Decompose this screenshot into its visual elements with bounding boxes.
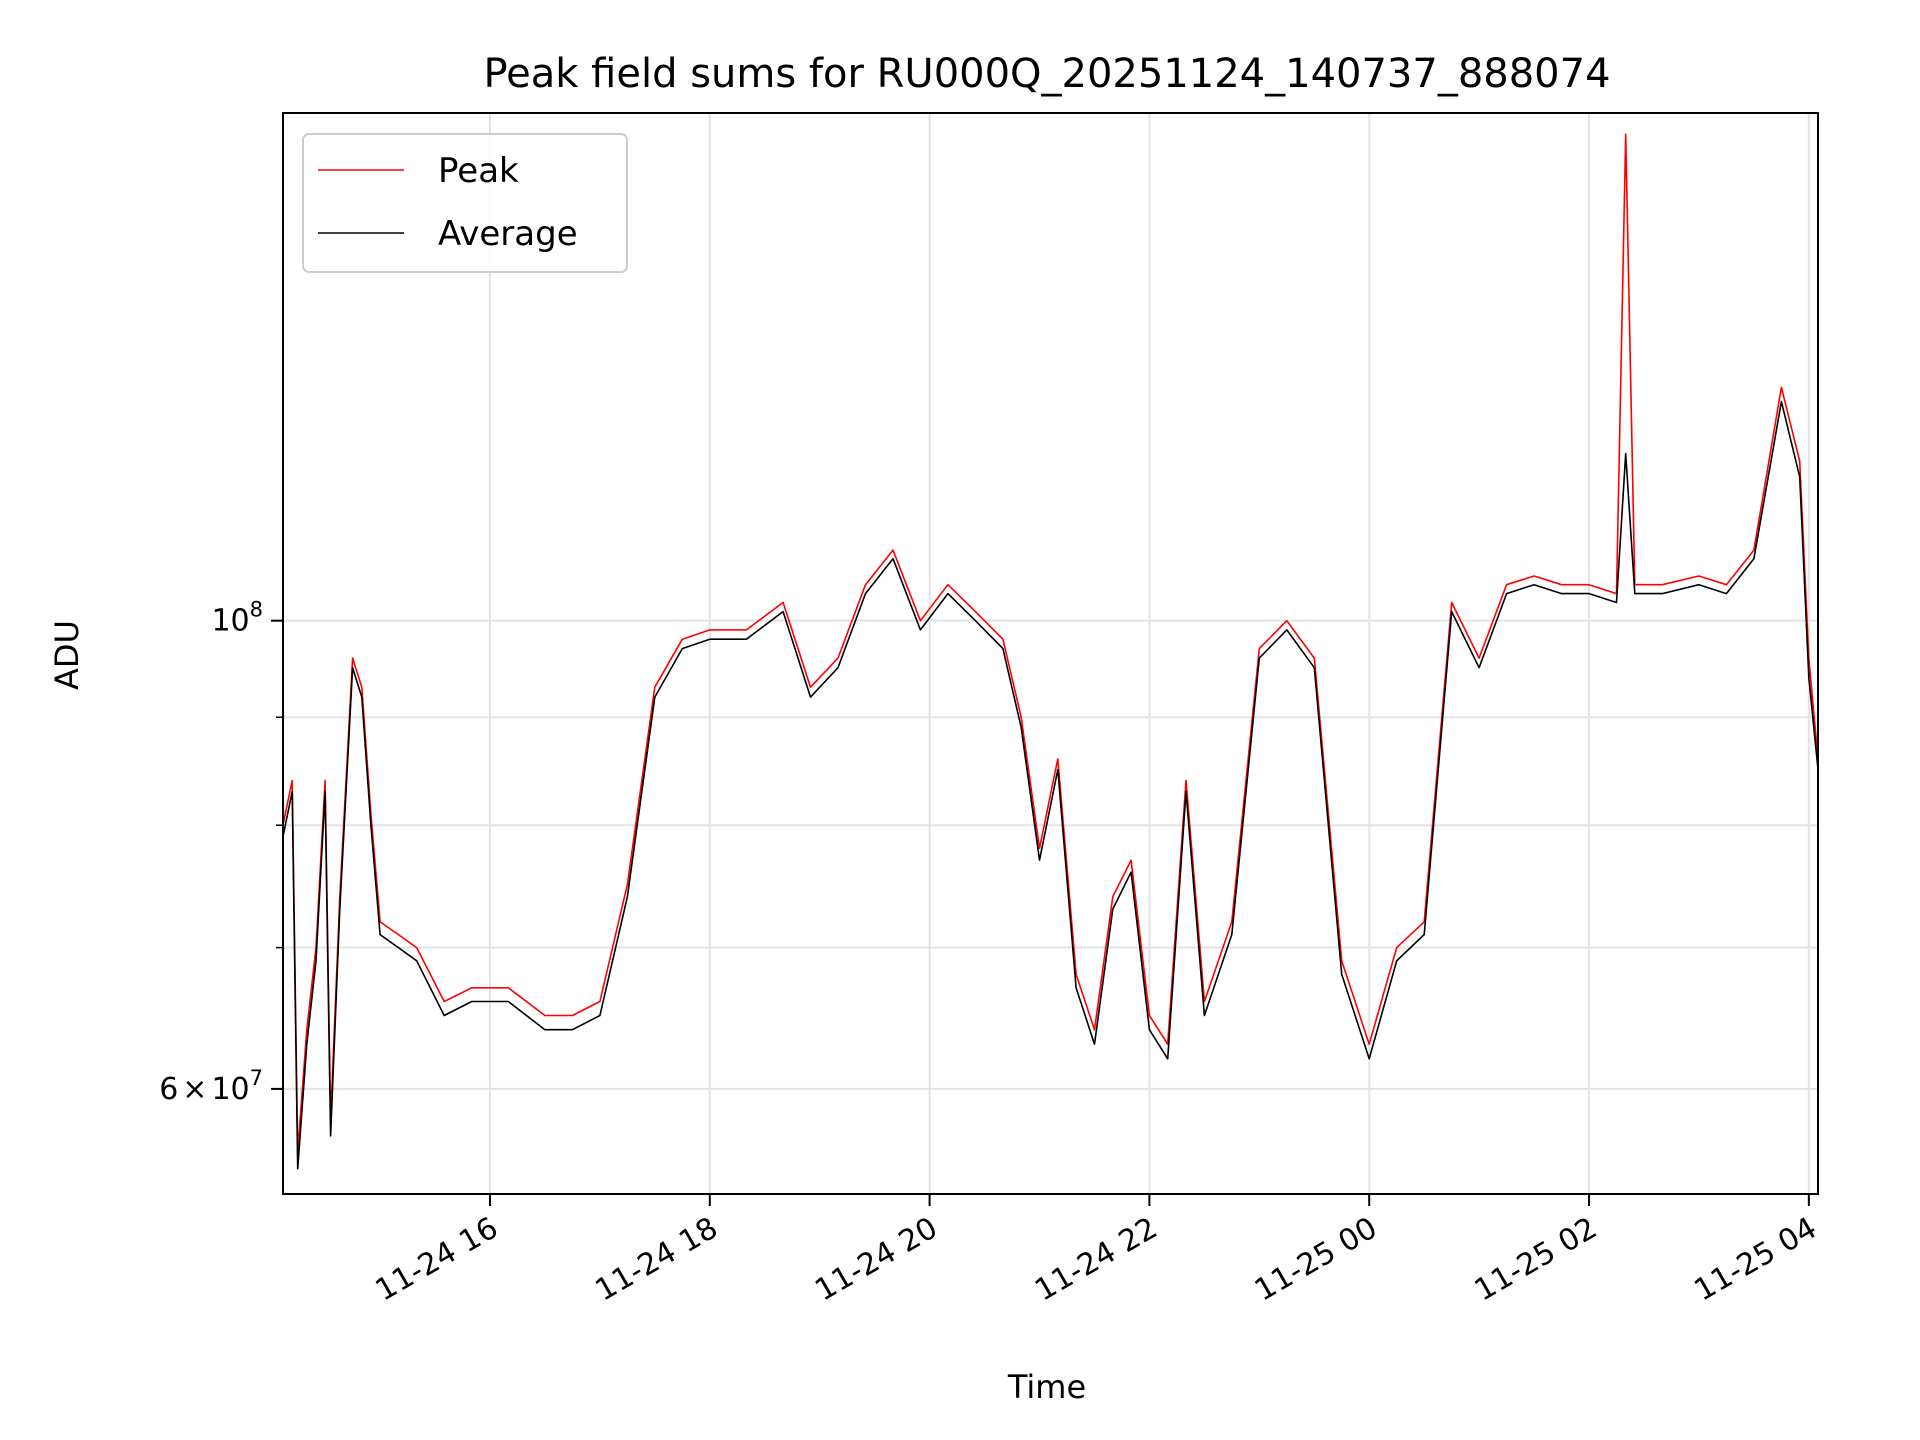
grid bbox=[283, 113, 1818, 1194]
plot-area bbox=[283, 133, 1818, 1170]
plot-frame bbox=[282, 112, 1819, 1195]
y-tick-base: 10 bbox=[211, 604, 249, 639]
chart-title: Peak field sums for RU000Q_20251124_1407… bbox=[483, 51, 1610, 97]
y-axis-label: ADU bbox=[48, 620, 86, 690]
legend: Peak Average bbox=[302, 133, 628, 273]
legend-label-average: Average bbox=[438, 214, 578, 254]
y-tick-exponent: 7 bbox=[250, 1066, 263, 1090]
x-axis-label: Time bbox=[1007, 1368, 1086, 1406]
y-tick-label: 6 × 107 bbox=[159, 1066, 263, 1107]
series-line-average bbox=[283, 400, 1818, 1170]
y-tick-mantissa: 6 bbox=[159, 1072, 178, 1107]
series-line-peak bbox=[283, 133, 1818, 1153]
y-tick-base: 10 bbox=[211, 1072, 249, 1107]
y-tick-label: 108 bbox=[211, 598, 263, 639]
legend-label-peak: Peak bbox=[438, 151, 519, 191]
y-tick-times: × bbox=[182, 1072, 207, 1107]
legend-box bbox=[302, 133, 628, 273]
y-tick-exponent: 8 bbox=[250, 598, 263, 622]
